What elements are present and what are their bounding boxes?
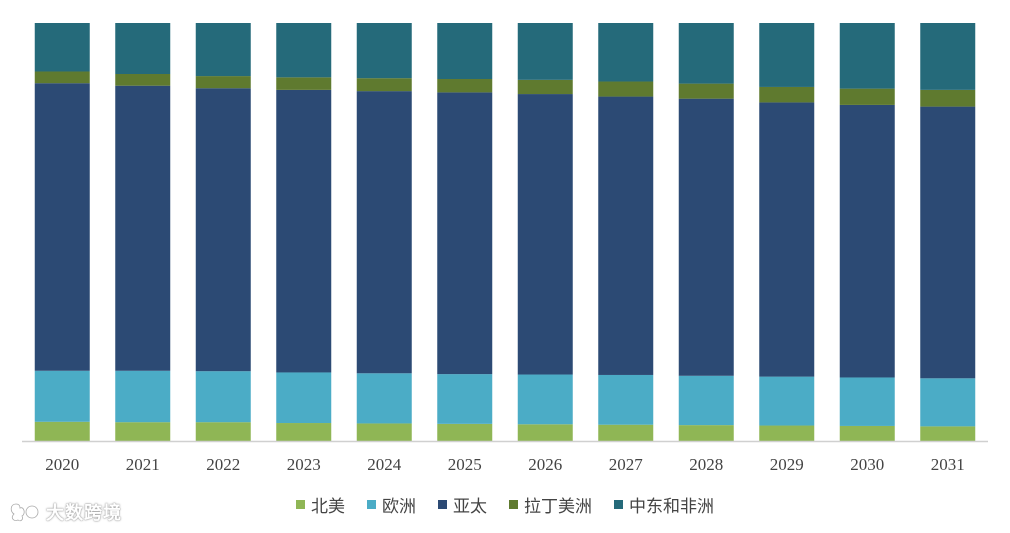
- bar-segment-2027-s4: [598, 23, 654, 82]
- bar-segment-2023-s0: [276, 423, 332, 441]
- bar-segment-2022-s3: [195, 76, 251, 89]
- x-tick-label: 2020: [45, 455, 79, 474]
- bar-segment-2029-s3: [759, 86, 815, 103]
- bar-segment-2027-s0: [598, 424, 654, 441]
- bar-segment-2020-s1: [34, 370, 90, 422]
- bar-segment-2024-s0: [356, 423, 412, 441]
- stacked-bar-chart: 2020 2021 2022 2023 2024 2025 2026 2027 2028 2029…: [22, 23, 988, 474]
- x-tick-label: 2027: [609, 455, 644, 474]
- bar-segment-2022-s0: [195, 422, 251, 441]
- bar-segment-2023-s2: [276, 89, 332, 373]
- bar-segment-2031-s3: [920, 89, 976, 107]
- legend-swatch: [296, 499, 305, 509]
- legend-label: 亚太: [453, 496, 487, 516]
- bar-segment-2022-s4: [195, 23, 251, 77]
- bar-segment-2025-s1: [437, 374, 493, 424]
- bar-segment-2020-s3: [34, 71, 90, 84]
- bar-segment-2029-s1: [759, 376, 815, 426]
- legend-item: 中东和非洲: [614, 492, 714, 517]
- legend-swatch: [438, 499, 447, 509]
- legend-label: 拉丁美洲: [524, 496, 592, 516]
- bar-segment-2026-s2: [517, 94, 573, 375]
- bar-segment-2029-s2: [759, 102, 815, 377]
- bar-segment-2023-s4: [276, 23, 332, 78]
- bar-segment-2031-s4: [920, 23, 976, 90]
- bar-segment-2027-s1: [598, 374, 654, 425]
- legend-item: 欧洲: [367, 492, 416, 517]
- bar-segment-2021-s1: [115, 370, 171, 423]
- bar-segment-2026-s0: [517, 424, 573, 441]
- bar-segment-2020-s0: [34, 421, 90, 441]
- bar-segment-2031-s2: [920, 106, 976, 379]
- legend-swatch: [614, 499, 623, 509]
- legend-swatch: [509, 499, 518, 509]
- x-tick-label: 2024: [367, 455, 402, 474]
- bar-segment-2029-s0: [759, 425, 815, 441]
- bar-segment-2022-s2: [195, 88, 251, 372]
- x-tick-label: 2023: [287, 455, 321, 474]
- bar-segment-2025-s0: [437, 423, 493, 441]
- bar-segment-2027-s3: [598, 81, 654, 97]
- x-tick-label: 2026: [528, 455, 562, 474]
- bar-segment-2030-s2: [839, 104, 895, 378]
- bar-segment-2027-s2: [598, 96, 654, 375]
- bar-segment-2025-s2: [437, 92, 493, 375]
- bar-segment-2021-s0: [115, 422, 171, 441]
- bar-segment-2026-s1: [517, 374, 573, 425]
- legend-item: 北美: [296, 492, 345, 517]
- bar-segment-2025-s4: [437, 23, 493, 80]
- bar-segment-2030-s3: [839, 88, 895, 105]
- legend-label: 欧洲: [382, 496, 416, 516]
- bar-segment-2028-s2: [678, 98, 734, 376]
- bar-segment-2029-s4: [759, 23, 815, 87]
- bar-segment-2020-s2: [34, 83, 90, 371]
- bar-segment-2028-s1: [678, 375, 734, 426]
- x-tick-label: 2025: [448, 455, 482, 474]
- bar-segment-2026-s4: [517, 23, 573, 80]
- bar-segment-2030-s4: [839, 23, 895, 89]
- legend-label: 中东和非洲: [629, 496, 714, 516]
- watermark-text: 大数跨境: [46, 503, 122, 524]
- legend-swatch: [367, 499, 376, 509]
- bar-segment-2025-s3: [437, 79, 493, 93]
- bar-segment-2020-s4: [34, 23, 90, 72]
- legend-item: 亚太: [438, 492, 487, 517]
- bar-segment-2021-s3: [115, 74, 171, 86]
- x-tick-label: 2028: [689, 455, 723, 474]
- bar-segment-2030-s0: [839, 425, 895, 441]
- watermark: 大数跨境: [8, 499, 122, 525]
- brand-logo-icon: [10, 502, 40, 522]
- bar-layer: [34, 23, 976, 441]
- bar-segment-2024-s1: [356, 373, 412, 424]
- bar-segment-2024-s3: [356, 78, 412, 92]
- x-tick-labels: 2020 2021 2022 2023 2024 2025 2026 2027 2028 2029…: [45, 455, 965, 474]
- bar-segment-2031-s0: [920, 426, 976, 441]
- bar-segment-2022-s1: [195, 371, 251, 423]
- x-tick-label: 2029: [770, 455, 804, 474]
- bar-segment-2028-s3: [678, 83, 734, 99]
- bar-segment-2028-s0: [678, 425, 734, 441]
- bar-segment-2024-s4: [356, 23, 412, 79]
- legend-label: 北美: [311, 496, 345, 516]
- bar-segment-2021-s4: [115, 23, 171, 74]
- x-tick-label: 2031: [931, 455, 965, 474]
- bar-segment-2023-s3: [276, 77, 332, 90]
- legend: 北美 欧洲 亚太 拉丁美洲 中东和非洲: [0, 492, 1010, 516]
- bar-segment-2024-s2: [356, 91, 412, 374]
- bar-segment-2021-s2: [115, 85, 171, 371]
- legend-item: 拉丁美洲: [509, 492, 592, 517]
- bar-segment-2031-s1: [920, 378, 976, 427]
- bar-segment-2026-s3: [517, 79, 573, 95]
- x-tick-label: 2022: [206, 455, 240, 474]
- x-tick-label: 2021: [126, 455, 160, 474]
- bar-segment-2028-s4: [678, 23, 734, 84]
- x-tick-label: 2030: [850, 455, 884, 474]
- bar-segment-2023-s1: [276, 372, 332, 424]
- bar-segment-2030-s1: [839, 377, 895, 426]
